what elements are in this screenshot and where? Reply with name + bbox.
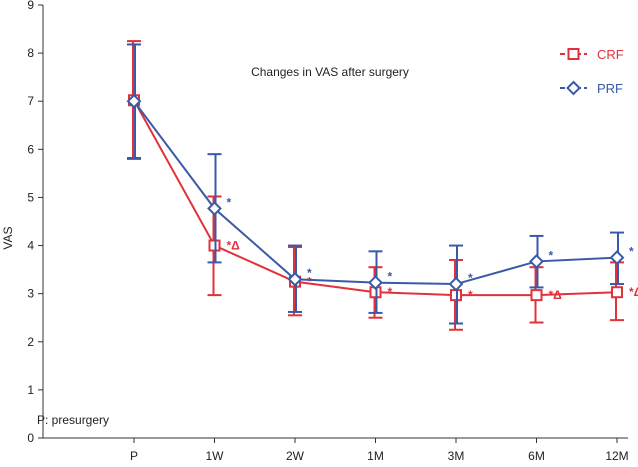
- data-point: [448, 276, 464, 292]
- chart-title: Changes in VAS after surgery: [251, 65, 409, 79]
- y-tick-label: 9: [27, 0, 34, 12]
- significance-mark: *: [388, 270, 393, 284]
- series-prf: ** * ** *: [126, 43, 634, 325]
- significance-mark: *: [307, 275, 312, 289]
- y-tick-label: 5: [27, 190, 34, 204]
- data-point: [207, 201, 222, 216]
- legend: CRF PRF: [560, 47, 624, 96]
- x-tick-label: 1W: [206, 449, 225, 463]
- legend-diamond-marker: [566, 80, 581, 96]
- data-point: [368, 275, 383, 291]
- data-point: [126, 93, 142, 109]
- significance-mark: *: [549, 248, 554, 262]
- legend-item-crf: CRF: [560, 47, 624, 62]
- significance-mark: *: [227, 196, 232, 210]
- presurgery-annotation: P: presurgery: [37, 413, 109, 427]
- y-tick-label: 2: [27, 335, 34, 349]
- x-tick-label: 3M: [448, 449, 465, 463]
- data-point: [530, 289, 543, 302]
- data-point: [529, 254, 544, 269]
- series-crf: *Δ** * *Δ *Δ: [127, 40, 638, 331]
- significance-mark: *Δ: [227, 239, 241, 253]
- significance-mark: *: [468, 271, 473, 285]
- axes: 0 1 2 3 4 5 6 7 8 9 P 1W 2W 1M 3M 6M 12M: [27, 0, 628, 463]
- legend-label: CRF: [597, 47, 624, 62]
- legend-square-marker: [567, 48, 580, 60]
- data-point: [287, 271, 303, 287]
- y-tick-label: 8: [27, 46, 34, 60]
- y-tick-label: 6: [27, 142, 34, 156]
- significance-mark: *: [388, 285, 393, 299]
- y-tick-label: 4: [27, 239, 34, 253]
- significance-mark: *Δ: [629, 285, 638, 299]
- y-tick-label: 3: [27, 287, 34, 301]
- x-tick-label: 6M: [528, 449, 545, 463]
- data-point: [611, 286, 623, 299]
- y-axis-label: VAS: [1, 226, 15, 249]
- significance-mark: *: [468, 288, 473, 302]
- significance-mark: *: [307, 266, 312, 280]
- series-layer: *Δ** * *Δ *Δ** * ** *: [126, 40, 638, 331]
- legend-item-prf: PRF: [560, 80, 623, 96]
- significance-mark: *Δ: [549, 288, 563, 302]
- significance-mark: *: [629, 245, 634, 259]
- data-point: [609, 250, 625, 265]
- y-tick-label: 7: [27, 94, 34, 108]
- x-tick-label: 2W: [286, 449, 305, 463]
- x-tick-label: 1M: [367, 449, 384, 463]
- x-tick-label: P: [130, 449, 138, 463]
- legend-label: PRF: [597, 81, 623, 96]
- x-tick-label: 12M: [605, 449, 628, 463]
- y-tick-label: 1: [27, 383, 34, 397]
- y-tick-label: 0: [27, 431, 34, 445]
